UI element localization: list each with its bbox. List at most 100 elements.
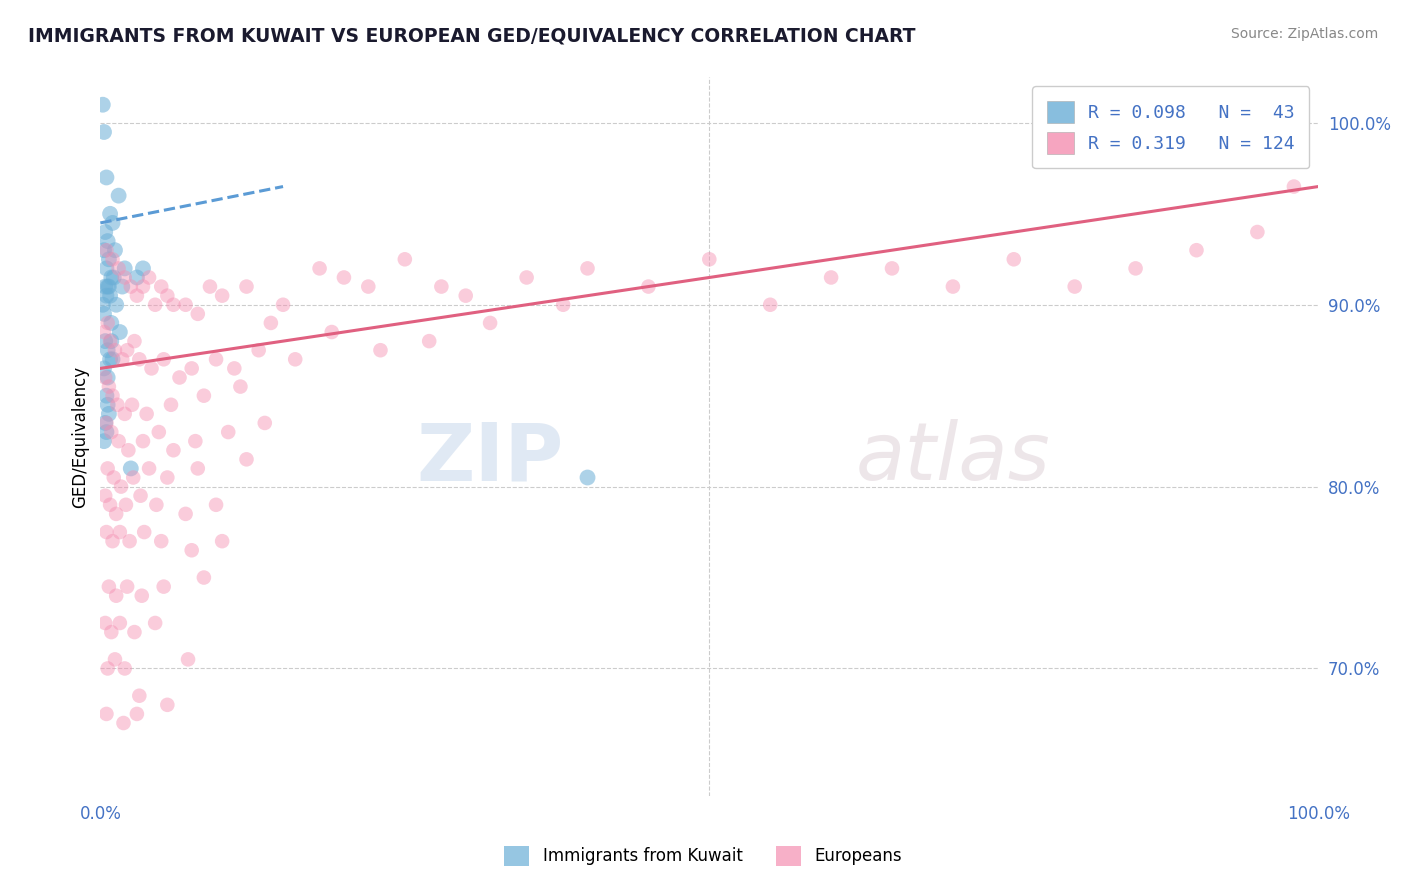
Point — [229, 379, 252, 393]
Point — [98, 334, 121, 348]
Point — [235, 279, 257, 293]
Point — [156, 288, 179, 302]
Point — [108, 615, 131, 630]
Point — [96, 416, 118, 430]
Point — [143, 298, 166, 312]
Point — [134, 524, 156, 539]
Point — [93, 307, 115, 321]
Point — [138, 461, 160, 475]
Point — [96, 170, 118, 185]
Point — [162, 298, 184, 312]
Point — [94, 279, 117, 293]
Point — [97, 398, 120, 412]
Point — [94, 615, 117, 630]
Point — [1246, 225, 1268, 239]
Point — [820, 270, 842, 285]
Point — [101, 534, 124, 549]
Point — [180, 543, 202, 558]
Point — [132, 434, 155, 449]
Point — [94, 225, 117, 239]
Point — [114, 661, 136, 675]
Point — [114, 270, 136, 285]
Text: atlas: atlas — [855, 419, 1050, 497]
Point — [97, 661, 120, 675]
Point — [184, 434, 207, 449]
Point — [124, 334, 146, 348]
Point — [394, 252, 416, 267]
Point — [1282, 179, 1305, 194]
Point — [370, 343, 392, 358]
Legend: R = 0.098   N =  43, R = 0.319   N = 124: R = 0.098 N = 43, R = 0.319 N = 124 — [1032, 87, 1309, 169]
Point — [110, 480, 132, 494]
Point — [93, 325, 115, 339]
Point — [96, 243, 118, 257]
Point — [97, 316, 120, 330]
Point — [148, 425, 170, 439]
Point — [120, 461, 142, 475]
Point — [100, 270, 122, 285]
Point — [430, 279, 453, 293]
Point — [129, 489, 152, 503]
Point — [105, 589, 128, 603]
Point — [1125, 261, 1147, 276]
Point — [174, 507, 197, 521]
Point — [100, 316, 122, 330]
Point — [942, 279, 965, 293]
Point — [516, 270, 538, 285]
Point — [96, 288, 118, 302]
Point — [107, 434, 129, 449]
Point — [96, 389, 118, 403]
Point — [150, 534, 173, 549]
Point — [454, 288, 477, 302]
Point — [174, 298, 197, 312]
Point — [141, 361, 163, 376]
Point — [98, 207, 121, 221]
Point — [321, 325, 343, 339]
Legend: Immigrants from Kuwait, Europeans: Immigrants from Kuwait, Europeans — [491, 832, 915, 880]
Point — [138, 270, 160, 285]
Point — [143, 615, 166, 630]
Point — [93, 243, 115, 257]
Point — [1185, 243, 1208, 257]
Point — [125, 270, 148, 285]
Point — [132, 279, 155, 293]
Point — [759, 298, 782, 312]
Point — [152, 352, 174, 367]
Point — [479, 316, 502, 330]
Point — [156, 470, 179, 484]
Point — [105, 507, 128, 521]
Point — [253, 416, 276, 430]
Point — [97, 234, 120, 248]
Text: Source: ZipAtlas.com: Source: ZipAtlas.com — [1230, 27, 1378, 41]
Point — [1002, 252, 1025, 267]
Point — [98, 288, 121, 302]
Point — [114, 261, 136, 276]
Point — [1063, 279, 1085, 293]
Point — [169, 370, 191, 384]
Point — [93, 125, 115, 139]
Point — [235, 452, 257, 467]
Point — [308, 261, 330, 276]
Point — [115, 498, 138, 512]
Point — [193, 570, 215, 584]
Point — [98, 352, 121, 367]
Point — [637, 279, 659, 293]
Point — [94, 334, 117, 348]
Point — [177, 652, 200, 666]
Point — [697, 252, 720, 267]
Point — [205, 498, 228, 512]
Point — [284, 352, 307, 367]
Point — [128, 689, 150, 703]
Point — [271, 298, 294, 312]
Point — [107, 188, 129, 202]
Point — [211, 288, 233, 302]
Point — [111, 352, 134, 367]
Text: ZIP: ZIP — [416, 419, 564, 497]
Point — [357, 279, 380, 293]
Point — [94, 489, 117, 503]
Point — [125, 288, 148, 302]
Point — [112, 716, 135, 731]
Point — [121, 398, 143, 412]
Point — [117, 443, 139, 458]
Point — [187, 307, 209, 321]
